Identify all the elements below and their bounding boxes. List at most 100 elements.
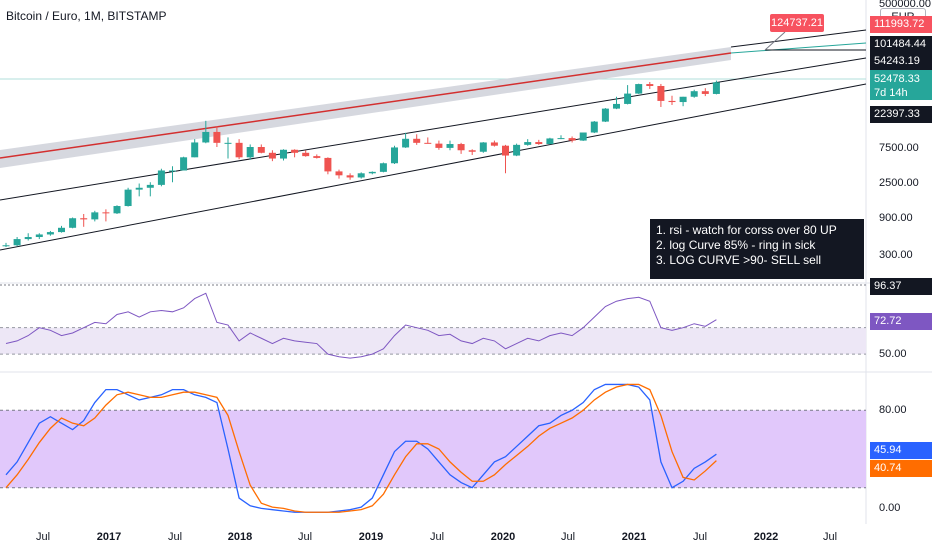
- x-tick-label: Jul: [823, 531, 837, 543]
- extension-line: [730, 42, 867, 54]
- candle-body: [357, 173, 365, 178]
- candle-body: [624, 93, 632, 104]
- candle-body: [635, 84, 643, 94]
- candle-body: [701, 91, 709, 94]
- candle-body: [46, 232, 54, 235]
- candle-body: [613, 103, 620, 109]
- candle-body: [80, 218, 88, 220]
- price-tick-label: 900.00: [879, 212, 913, 224]
- x-tick-label: 2018: [228, 531, 252, 543]
- candle-body: [646, 84, 654, 86]
- candle-body: [379, 163, 387, 172]
- candle-body: [690, 91, 698, 97]
- candle-body: [291, 149, 299, 153]
- candle-body: [202, 131, 210, 143]
- rsi-line: [5, 292, 717, 359]
- candle-body: [435, 143, 443, 148]
- price-tick-label: 2500.00: [879, 177, 919, 189]
- x-tick-label: Jul: [298, 531, 312, 543]
- callout-pointer: [764, 31, 786, 51]
- rsi-tick-label: 50.00: [879, 348, 907, 360]
- x-tick-label: Jul: [561, 531, 575, 543]
- candle-body: [712, 82, 720, 94]
- candle-body: [668, 100, 676, 103]
- candle-body: [313, 156, 321, 158]
- candle-body: [157, 170, 165, 185]
- candle-body: [2, 245, 10, 247]
- candle-body: [468, 150, 476, 152]
- candle-body: [246, 147, 254, 158]
- log-curve-band: [0, 47, 731, 168]
- candle-body: [391, 147, 398, 164]
- candle-body: [335, 171, 343, 176]
- candle-body: [446, 144, 454, 148]
- candle-body: [302, 152, 310, 157]
- chart-title: Bitcoin / Euro, 1M, BITSTAMP: [6, 9, 167, 23]
- last-price: 52478.33: [874, 73, 920, 85]
- candle-body: [413, 138, 421, 143]
- price-tick-label: 300.00: [879, 249, 913, 261]
- note-line-3: 3. LOG CURVE >90- SELL sell: [656, 253, 822, 267]
- candle-body: [169, 170, 176, 172]
- candle-body: [58, 227, 65, 233]
- candle-body: [280, 149, 287, 159]
- price-tick-label: 500000.00: [879, 0, 931, 10]
- candle-body: [213, 131, 221, 143]
- candle-body: [135, 187, 143, 190]
- candle-body: [102, 212, 110, 214]
- candle-body: [490, 142, 498, 146]
- candle-body: [346, 175, 354, 178]
- rsi-max-tag: 96.37: [870, 278, 932, 295]
- stoch-d-line: [5, 383, 717, 513]
- candle-body: [424, 142, 432, 144]
- candle-body: [546, 138, 554, 145]
- x-tick-label: 2019: [359, 531, 383, 543]
- candle-body: [368, 171, 376, 174]
- candle-body: [13, 239, 21, 246]
- candle-body: [146, 184, 154, 188]
- channel-upper-line: [0, 57, 867, 201]
- candle-body: [124, 189, 132, 207]
- rsi-value-tag: 72.72: [870, 313, 932, 330]
- candle-body: [69, 218, 77, 228]
- candle-body: [113, 206, 121, 214]
- candle-body: [590, 121, 598, 133]
- candle-body: [91, 212, 99, 220]
- stoch-tick-label: 80.00: [879, 404, 907, 416]
- candle-body: [601, 108, 609, 122]
- x-tick-label: 2021: [622, 531, 646, 543]
- stoch-tick-label: 0.00: [879, 502, 900, 514]
- candle-body: [557, 138, 565, 140]
- candle-body: [535, 142, 543, 145]
- candle-body: [479, 142, 487, 152]
- x-tick-label: 2017: [97, 531, 121, 543]
- rsi-band: [0, 327, 866, 355]
- candle-body: [524, 142, 532, 145]
- x-tick-label: Jul: [36, 531, 50, 543]
- stoch-d-tag: 40.74: [870, 460, 932, 477]
- candle-body: [679, 96, 687, 103]
- candle-body: [457, 144, 465, 151]
- extension-line: [730, 29, 867, 48]
- x-tick-label: Jul: [168, 531, 182, 543]
- candle-body: [657, 85, 665, 101]
- x-tick-label: 2020: [491, 531, 515, 543]
- candle-body: [180, 157, 188, 171]
- candle-body: [235, 142, 243, 158]
- stoch-k-tag: 45.94: [870, 442, 932, 459]
- stoch-band: [0, 410, 866, 488]
- candle-body: [35, 234, 43, 238]
- price-callout: 124737.21: [770, 14, 824, 32]
- candle-body: [402, 138, 410, 148]
- candle-body: [257, 147, 265, 153]
- candle-body: [191, 142, 199, 158]
- candle-body: [579, 132, 587, 141]
- candle-body: [324, 157, 332, 172]
- bar-countdown: 7d 14h: [874, 87, 908, 99]
- candle-body: [24, 237, 32, 240]
- x-tick-label: Jul: [693, 531, 707, 543]
- candle-body: [513, 144, 521, 156]
- note-line-2: 2. log Curve 85% - ring in sick: [656, 238, 816, 252]
- price-tag-3: 54243.19: [870, 53, 932, 70]
